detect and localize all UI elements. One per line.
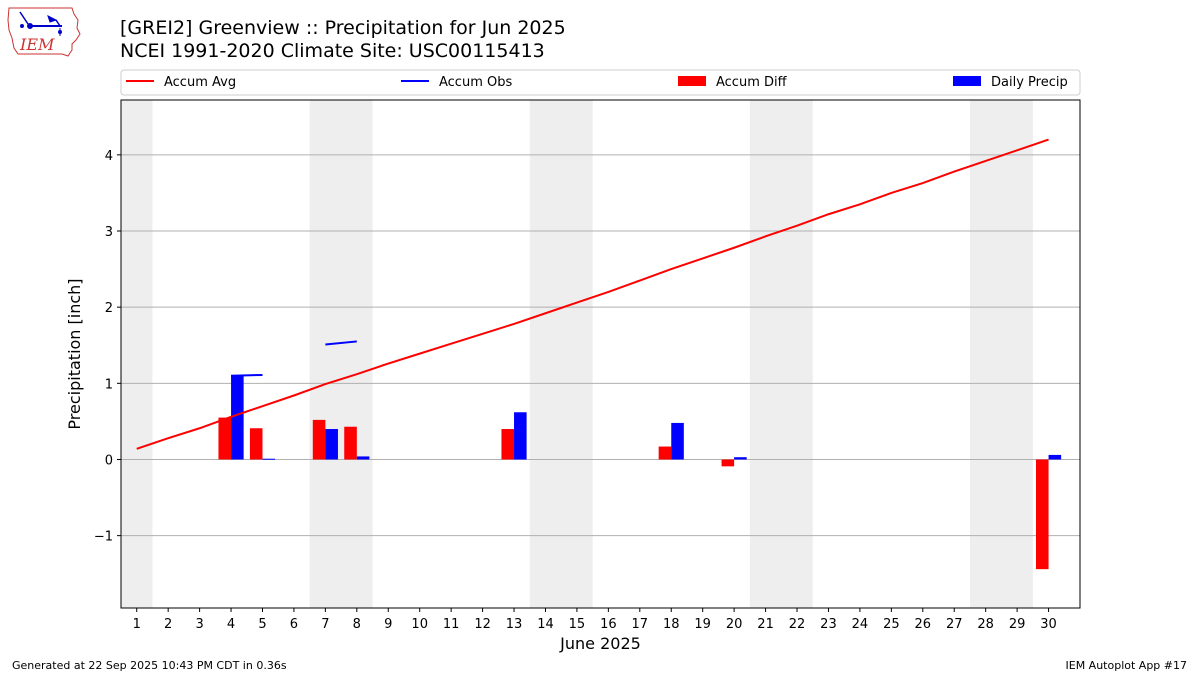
x-tick-label: 15 [569, 617, 586, 632]
accum-diff-bar [312, 419, 326, 460]
weekend-band [969, 100, 1033, 608]
accum-obs-line [231, 373, 263, 377]
x-tick-label: 21 [757, 617, 774, 632]
x-tick-label: 9 [384, 617, 392, 632]
daily-precip-bar [262, 458, 276, 460]
weather-instrument-icon [19, 11, 62, 36]
y-tick-label: 3 [105, 225, 113, 240]
x-axis-label: June 2025 [559, 634, 641, 653]
x-tick-label: 16 [600, 617, 617, 632]
daily-precip-bar [356, 456, 370, 460]
legend-bar-swatch [678, 76, 706, 86]
x-tick-label: 24 [852, 617, 869, 632]
x-tick-label: 3 [195, 617, 203, 632]
daily-precip-bar [514, 412, 527, 460]
accum-diff-bar [658, 446, 672, 460]
chart-title: [GREI2] Greenview :: Precipitation for J… [120, 17, 566, 39]
y-tick-label: −1 [94, 530, 113, 545]
x-tick-label: 13 [506, 617, 523, 632]
legend-label: Accum Obs [439, 75, 512, 90]
x-tick-label: 17 [632, 617, 649, 632]
daily-precip-bar [671, 422, 684, 460]
x-tick-label: 11 [443, 617, 460, 632]
accum-obs-line [325, 340, 357, 346]
accum-diff-bar [249, 428, 263, 460]
x-tick-label: 26 [915, 617, 932, 632]
daily-precip-bar [1048, 454, 1062, 460]
y-tick-label: 4 [105, 149, 113, 164]
x-tick-label: 19 [694, 617, 711, 632]
accum-diff-bar [1035, 459, 1049, 570]
x-tick-label: 29 [1009, 617, 1026, 632]
x-tick-label: 4 [227, 617, 235, 632]
weekend-band [121, 100, 153, 608]
legend: Accum Avg Accum Obs Accum Diff Daily Precip [120, 69, 1081, 96]
weekend-bands [121, 100, 1033, 608]
grid-lines [121, 154, 1080, 537]
accum-avg-line [136, 138, 1049, 450]
x-tick-label: 27 [946, 617, 963, 632]
daily-precip-bar [734, 457, 747, 460]
x-tick-label: 7 [321, 617, 329, 632]
footer-generated: Generated at 22 Sep 2025 10:43 PM CDT in… [12, 659, 287, 672]
x-tick-label: 10 [411, 617, 428, 632]
x-tick-label: 1 [133, 617, 141, 632]
x-tick-label: 25 [883, 617, 900, 632]
x-tick-label: 30 [1040, 617, 1057, 632]
x-tick-label: 23 [820, 617, 837, 632]
y-tick-label: 2 [105, 301, 113, 316]
accum-diff-bar [344, 426, 357, 460]
x-tick-label: 2 [164, 617, 172, 632]
y-tick-label: 0 [105, 453, 113, 468]
weekend-band [309, 100, 373, 608]
iowa-state-outline [7, 7, 81, 57]
y-axis-label: Precipitation [inch] [65, 278, 84, 429]
chart-subtitle: NCEI 1991-2020 Climate Site: USC00115413 [120, 40, 545, 62]
x-tick-label: 22 [789, 617, 806, 632]
x-tick-label: 8 [353, 617, 361, 632]
x-tick-label: 12 [474, 617, 491, 632]
bars [218, 374, 1062, 570]
iem-logo: IEM [7, 7, 81, 57]
legend-box [120, 69, 1081, 96]
legend-label: Daily Precip [991, 75, 1068, 90]
x-tick-label: 20 [726, 617, 743, 632]
plot-frame [120, 99, 1081, 609]
accum-diff-bar [218, 417, 232, 460]
x-tick-label: 28 [977, 617, 994, 632]
x-tick-label: 5 [258, 617, 266, 632]
y-tick-label: 1 [105, 377, 113, 392]
accum-diff-bar [721, 459, 735, 467]
x-tick-label: 6 [290, 617, 298, 632]
accum-diff-bar [501, 429, 515, 460]
legend-label: Accum Avg [164, 75, 236, 90]
footer-app: IEM Autoplot App #17 [1065, 659, 1188, 672]
daily-precip-bar [325, 429, 338, 460]
weekend-band [749, 100, 813, 608]
x-tick-label: 14 [537, 617, 554, 632]
weekend-band [529, 100, 593, 608]
legend-label: Accum Diff [716, 75, 788, 90]
lines [136, 138, 1049, 450]
daily-precip-bar [231, 374, 244, 460]
logo-text: IEM [19, 35, 55, 54]
x-tick-label: 18 [663, 617, 680, 632]
legend-bar-swatch [953, 76, 981, 86]
